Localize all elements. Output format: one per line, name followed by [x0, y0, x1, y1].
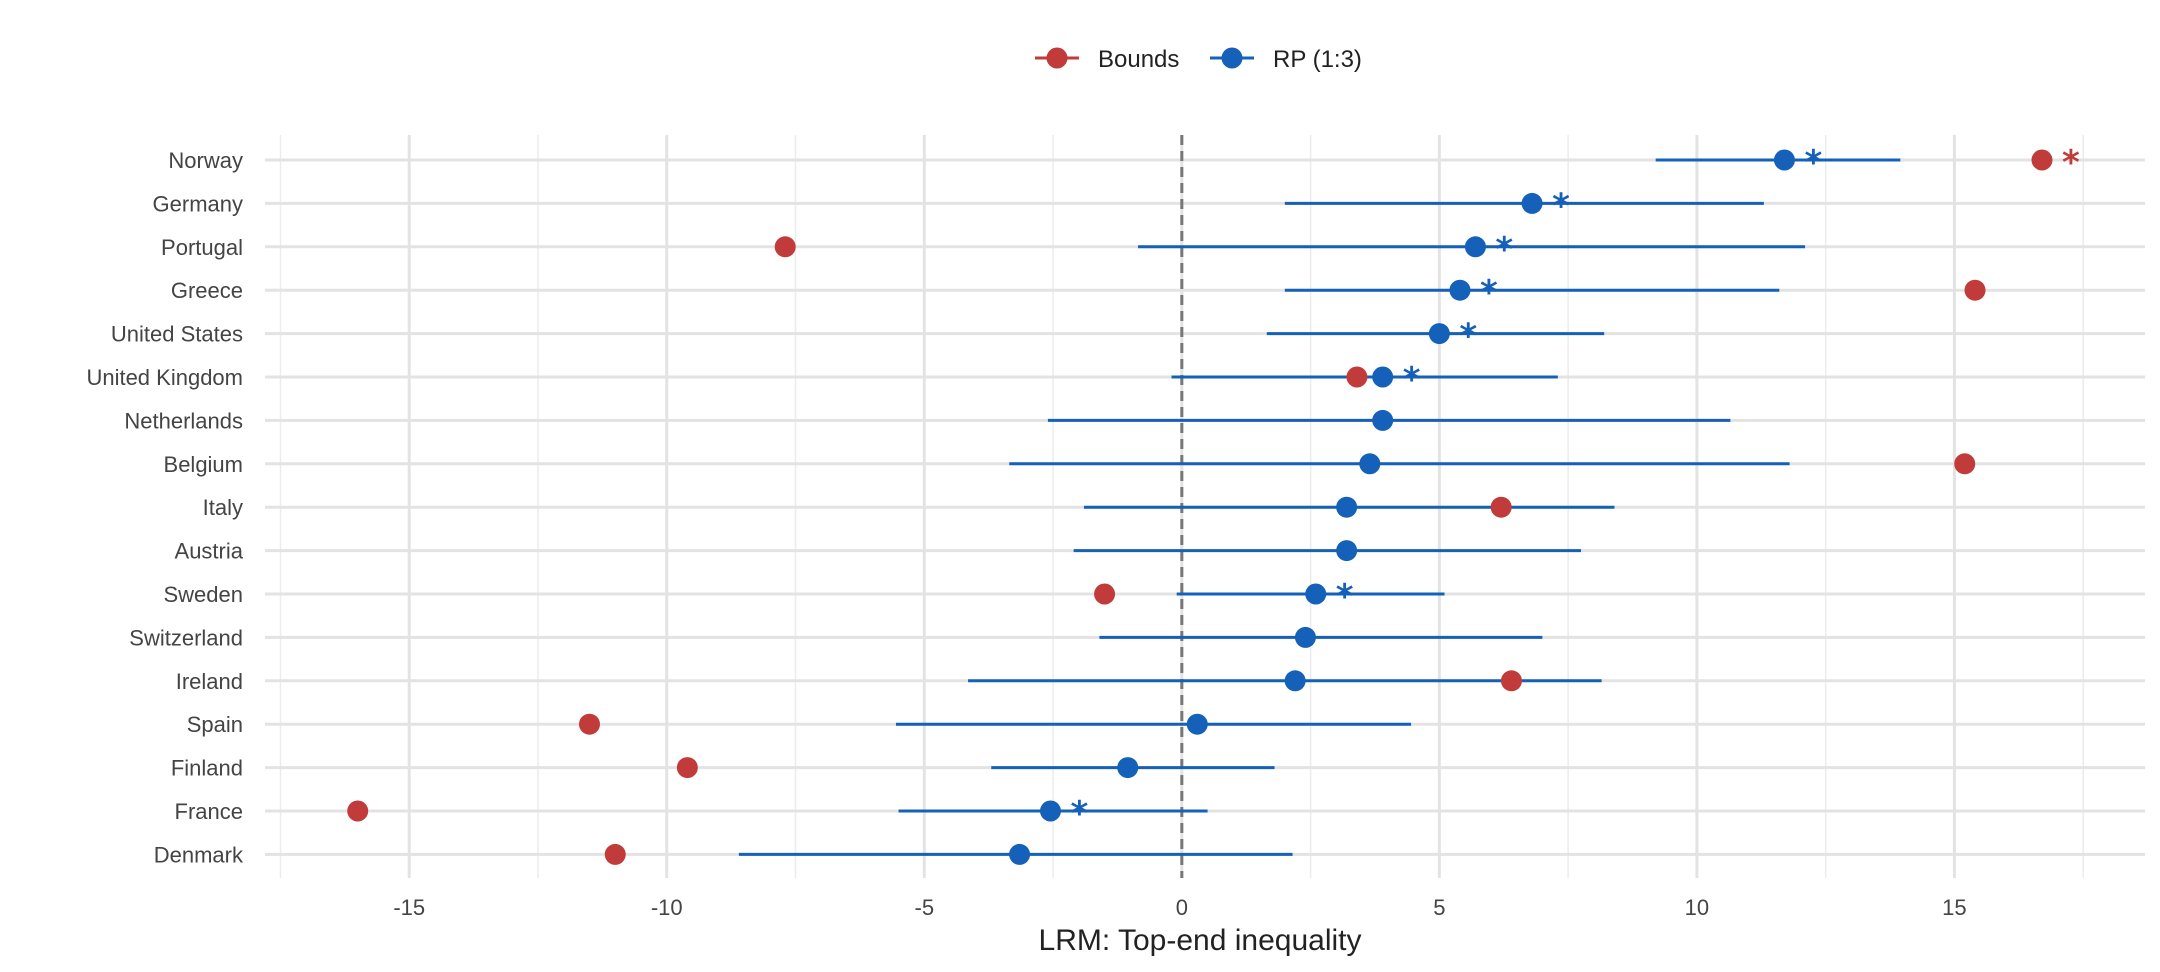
y-tick-label: Belgium [164, 452, 243, 477]
y-tick-label: Finland [171, 756, 243, 781]
rp-point [1336, 540, 1358, 562]
rp-significance-marker: * [1403, 360, 1421, 400]
point-layer [347, 149, 2053, 865]
bounds-point [1964, 279, 1986, 301]
rp-point [1039, 800, 1061, 822]
y-tick-label: France [175, 799, 243, 824]
y-tick-label: Spain [187, 712, 243, 737]
bounds-point [1490, 496, 1512, 518]
bounds-point [774, 236, 796, 258]
bounds-point [1500, 670, 1522, 692]
rp-point [1284, 670, 1306, 692]
y-tick-label: Portugal [161, 235, 243, 260]
rp-point [1117, 757, 1139, 779]
rp-point [1372, 409, 1394, 431]
rp-point [1449, 279, 1471, 301]
legend-label: RP (1:3) [1273, 46, 1362, 73]
bounds-point [1954, 453, 1976, 475]
x-tick-label: 15 [1942, 895, 1966, 920]
rp-significance-marker: * [1480, 273, 1498, 313]
x-tick-label: -5 [915, 895, 935, 920]
y-tick-label: Greece [171, 278, 243, 303]
legend-label: Bounds [1098, 46, 1179, 73]
bounds-point [1094, 583, 1116, 605]
rp-significance-marker: * [1804, 143, 1822, 183]
rp-point [1305, 583, 1327, 605]
rp-point [1294, 626, 1316, 648]
y-tick-label: Ireland [176, 669, 243, 694]
y-tick-label: Netherlands [124, 408, 243, 433]
rp-point [1359, 453, 1381, 475]
bounds-point [676, 757, 698, 779]
rp-point [1009, 843, 1031, 865]
bounds-point [1346, 366, 1368, 388]
x-axis-title: LRM: Top-end inequality [1039, 924, 1362, 957]
rp-point [1464, 236, 1486, 258]
rp-point [1521, 192, 1543, 214]
rp-significance-marker: * [1070, 794, 1088, 834]
bounds-point [578, 713, 600, 735]
y-tick-label: Germany [153, 191, 243, 216]
x-tick-label: -10 [651, 895, 683, 920]
legend-key-point [1046, 47, 1068, 69]
y-tick-label: United States [111, 322, 243, 347]
bounds-significance-marker: * [2062, 143, 2080, 183]
rp-point [1186, 713, 1208, 735]
rp-significance-marker: * [1495, 230, 1513, 270]
bounds-point [604, 843, 626, 865]
rp-point [1428, 323, 1450, 345]
legend: Bounds RP (1:3) [1035, 46, 1362, 73]
y-tick-label: Austria [175, 539, 244, 564]
x-tick-label: 0 [1176, 895, 1188, 920]
y-tick-label: Switzerland [129, 625, 243, 650]
label-layer: ********* [1070, 143, 2080, 834]
rp-point [1372, 366, 1394, 388]
y-tick-label: Sweden [163, 582, 243, 607]
legend-key-point [1221, 47, 1243, 69]
x-tick-label: -15 [393, 895, 425, 920]
y-tick-label: Italy [203, 495, 243, 520]
bounds-point [2031, 149, 2053, 171]
x-tick-label: 5 [1433, 895, 1445, 920]
y-tick-label: Norway [168, 148, 243, 173]
rp-significance-marker: * [1459, 317, 1477, 357]
y-tick-label: Denmark [154, 842, 244, 867]
rp-significance-marker: * [1336, 577, 1354, 617]
y-tick-label: United Kingdom [86, 365, 243, 390]
x-tick-label: 10 [1685, 895, 1709, 920]
rp-point [1336, 496, 1358, 518]
rp-significance-marker: * [1552, 186, 1570, 226]
rp-point [1773, 149, 1795, 171]
bounds-point [347, 800, 369, 822]
